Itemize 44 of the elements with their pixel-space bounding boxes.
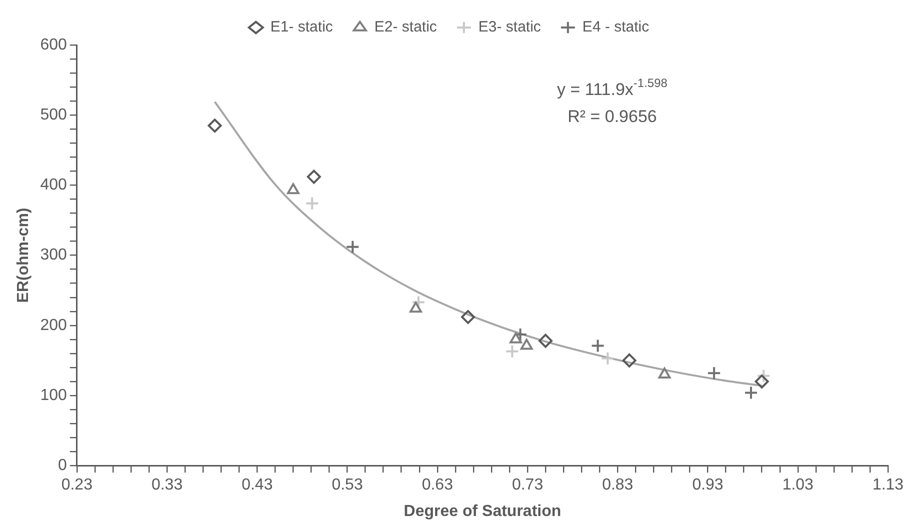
y-tick-label: 300 <box>40 246 67 264</box>
x-tick-label: 0.83 <box>602 476 634 494</box>
x-tick-label: 0.73 <box>512 476 544 494</box>
point <box>754 374 769 388</box>
x-tick-label: 1.03 <box>782 476 814 494</box>
x-tick-label: 0.63 <box>422 476 454 494</box>
point <box>622 353 636 368</box>
point <box>461 310 476 324</box>
point <box>286 183 300 194</box>
point <box>590 338 605 353</box>
legend-label: E2- static <box>374 18 438 36</box>
point <box>538 334 553 348</box>
point <box>510 332 522 344</box>
x-axis-title: Degree of Saturation <box>404 502 562 520</box>
y-tick-label: 200 <box>40 316 67 334</box>
y-tick-label: 0 <box>58 457 67 474</box>
point <box>305 196 320 210</box>
point <box>707 366 722 380</box>
legend-label: E1- static <box>270 18 334 36</box>
y-tick-label: 400 <box>40 176 67 194</box>
point <box>520 338 533 350</box>
x-tick-label: 0.53 <box>332 476 363 494</box>
legend-label: E4 - static <box>582 18 650 36</box>
x-tick-label: 0.33 <box>151 476 183 494</box>
point <box>410 302 422 313</box>
legend-label: E3- static <box>478 18 542 36</box>
x-tick-label: 1.13 <box>872 476 904 494</box>
point <box>306 170 321 184</box>
y-tick-label: 500 <box>40 106 67 124</box>
point <box>756 368 771 383</box>
point <box>600 351 615 366</box>
y-tick-label: 600 <box>40 36 67 54</box>
x-tick-label: 0.23 <box>61 476 93 494</box>
y-axis-title: ER(ohm-cm) <box>15 208 32 303</box>
point <box>411 295 426 310</box>
point <box>346 240 360 254</box>
point <box>505 344 520 358</box>
y-tick-label: 100 <box>40 386 67 404</box>
point <box>658 367 671 378</box>
x-tick-label: 0.43 <box>242 476 273 494</box>
point <box>208 118 222 133</box>
x-tick-label: 0.93 <box>692 476 724 494</box>
annotation: R² = 0.9656 <box>568 107 657 126</box>
point <box>744 386 758 400</box>
